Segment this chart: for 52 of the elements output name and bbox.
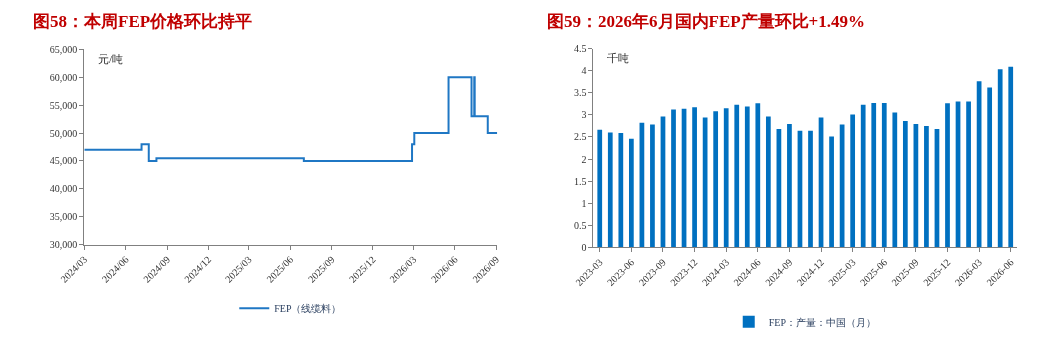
- y-tick-label: 65,000: [49, 43, 78, 55]
- bar: [966, 101, 971, 248]
- y-axis-title: 元/吨: [98, 53, 124, 65]
- bar: [924, 125, 929, 248]
- y-tick-label: 60,000: [49, 71, 78, 83]
- bar: [607, 132, 613, 248]
- y-tick-label: 0: [581, 241, 587, 253]
- bar: [628, 138, 634, 248]
- bar: [881, 102, 887, 248]
- bar: [1008, 66, 1014, 248]
- legend-label: FEP（线缆料）: [274, 303, 342, 315]
- y-tick-label: 30,000: [49, 239, 78, 251]
- y-tick-label: 1: [581, 197, 587, 209]
- y-tick-label: 4.5: [573, 43, 587, 54]
- y-tick-label: 4: [581, 65, 587, 77]
- y-tick-label: 2: [581, 153, 587, 165]
- bar: [987, 87, 993, 248]
- bar: [671, 109, 676, 248]
- y-tick-label: 2.5: [573, 131, 587, 143]
- y-axis-title: 千吨: [607, 52, 629, 64]
- bar: [871, 102, 877, 248]
- bar: [787, 124, 792, 248]
- bar: [765, 116, 771, 248]
- y-tick-label: 0.5: [573, 219, 587, 231]
- bar: [829, 136, 834, 248]
- y-tick-label: 1.5: [573, 175, 587, 187]
- bar: [808, 130, 813, 248]
- bar: [744, 106, 750, 248]
- y-tick-label: 40,000: [49, 183, 78, 195]
- y-tick-label: 35,000: [49, 211, 78, 223]
- bar: [945, 103, 950, 248]
- bar: [597, 129, 603, 248]
- bar: [892, 112, 898, 248]
- bar: [850, 114, 856, 248]
- legend-label: FEP：产量：中国（月）: [768, 316, 876, 328]
- y-tick-label: 45,000: [49, 155, 78, 167]
- bar: [713, 111, 719, 248]
- y-tick-label: 3.5: [573, 87, 587, 99]
- y-tick-label: 55,000: [49, 99, 78, 111]
- bar: [618, 132, 624, 248]
- bar: [650, 124, 655, 248]
- y-tick-label: 50,000: [49, 127, 78, 139]
- bar: [734, 104, 740, 248]
- chart-title: 图59：2026年6月国内FEP产量环比+1.49%: [547, 12, 866, 31]
- chart-title: 图58：本周FEP价格环比持平: [33, 12, 253, 31]
- bar: [902, 121, 908, 248]
- y-tick-label: 3: [581, 109, 587, 121]
- bar: [755, 103, 761, 248]
- bar: [997, 69, 1003, 248]
- bar: [860, 104, 866, 248]
- bar: [692, 107, 697, 248]
- bar: [723, 108, 729, 248]
